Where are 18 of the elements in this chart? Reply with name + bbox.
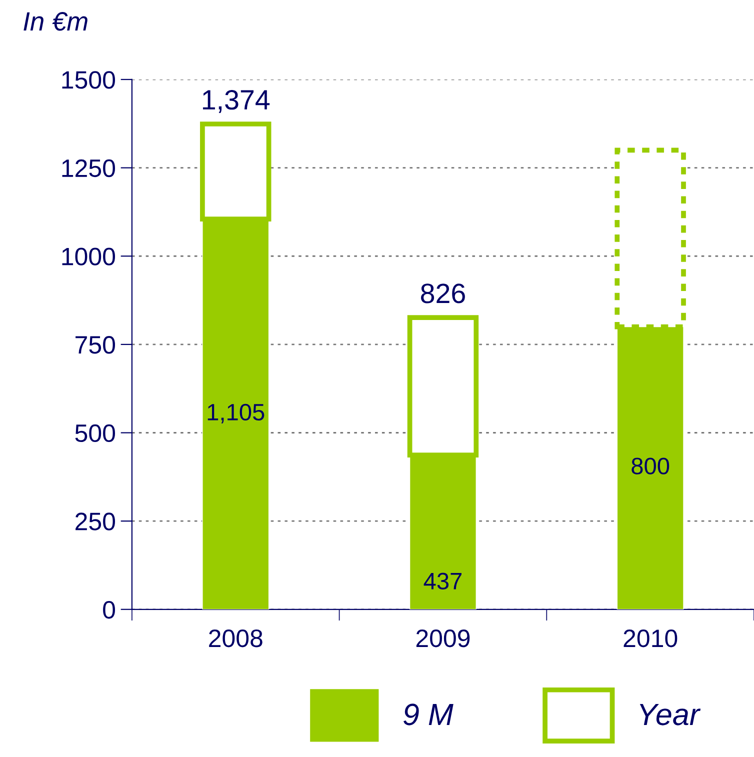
- x-tick-label: 2010: [624, 629, 678, 648]
- y-axis-title: In €m: [24, 12, 88, 31]
- data-label: 800: [632, 458, 670, 474]
- x-tick-label: 2008: [209, 629, 262, 648]
- total-label: 826: [421, 284, 465, 304]
- data-label: 437: [424, 572, 462, 590]
- y-tick-label: 0: [103, 600, 115, 619]
- y-tick-label: 1250: [62, 159, 116, 178]
- data-label: 1,105: [208, 404, 264, 424]
- y-tick-label: 500: [75, 424, 116, 442]
- y-tick-label: 1500: [62, 71, 116, 89]
- x-tick-label: 2009: [416, 629, 470, 648]
- legend-label: 9 M: [403, 704, 454, 726]
- y-tick-label: 250: [76, 512, 116, 530]
- y-tick-label: 750: [76, 336, 116, 354]
- total-label: 1,374: [202, 90, 270, 113]
- legend-label: Year: [640, 704, 701, 726]
- y-tick-label: 1000: [62, 248, 116, 266]
